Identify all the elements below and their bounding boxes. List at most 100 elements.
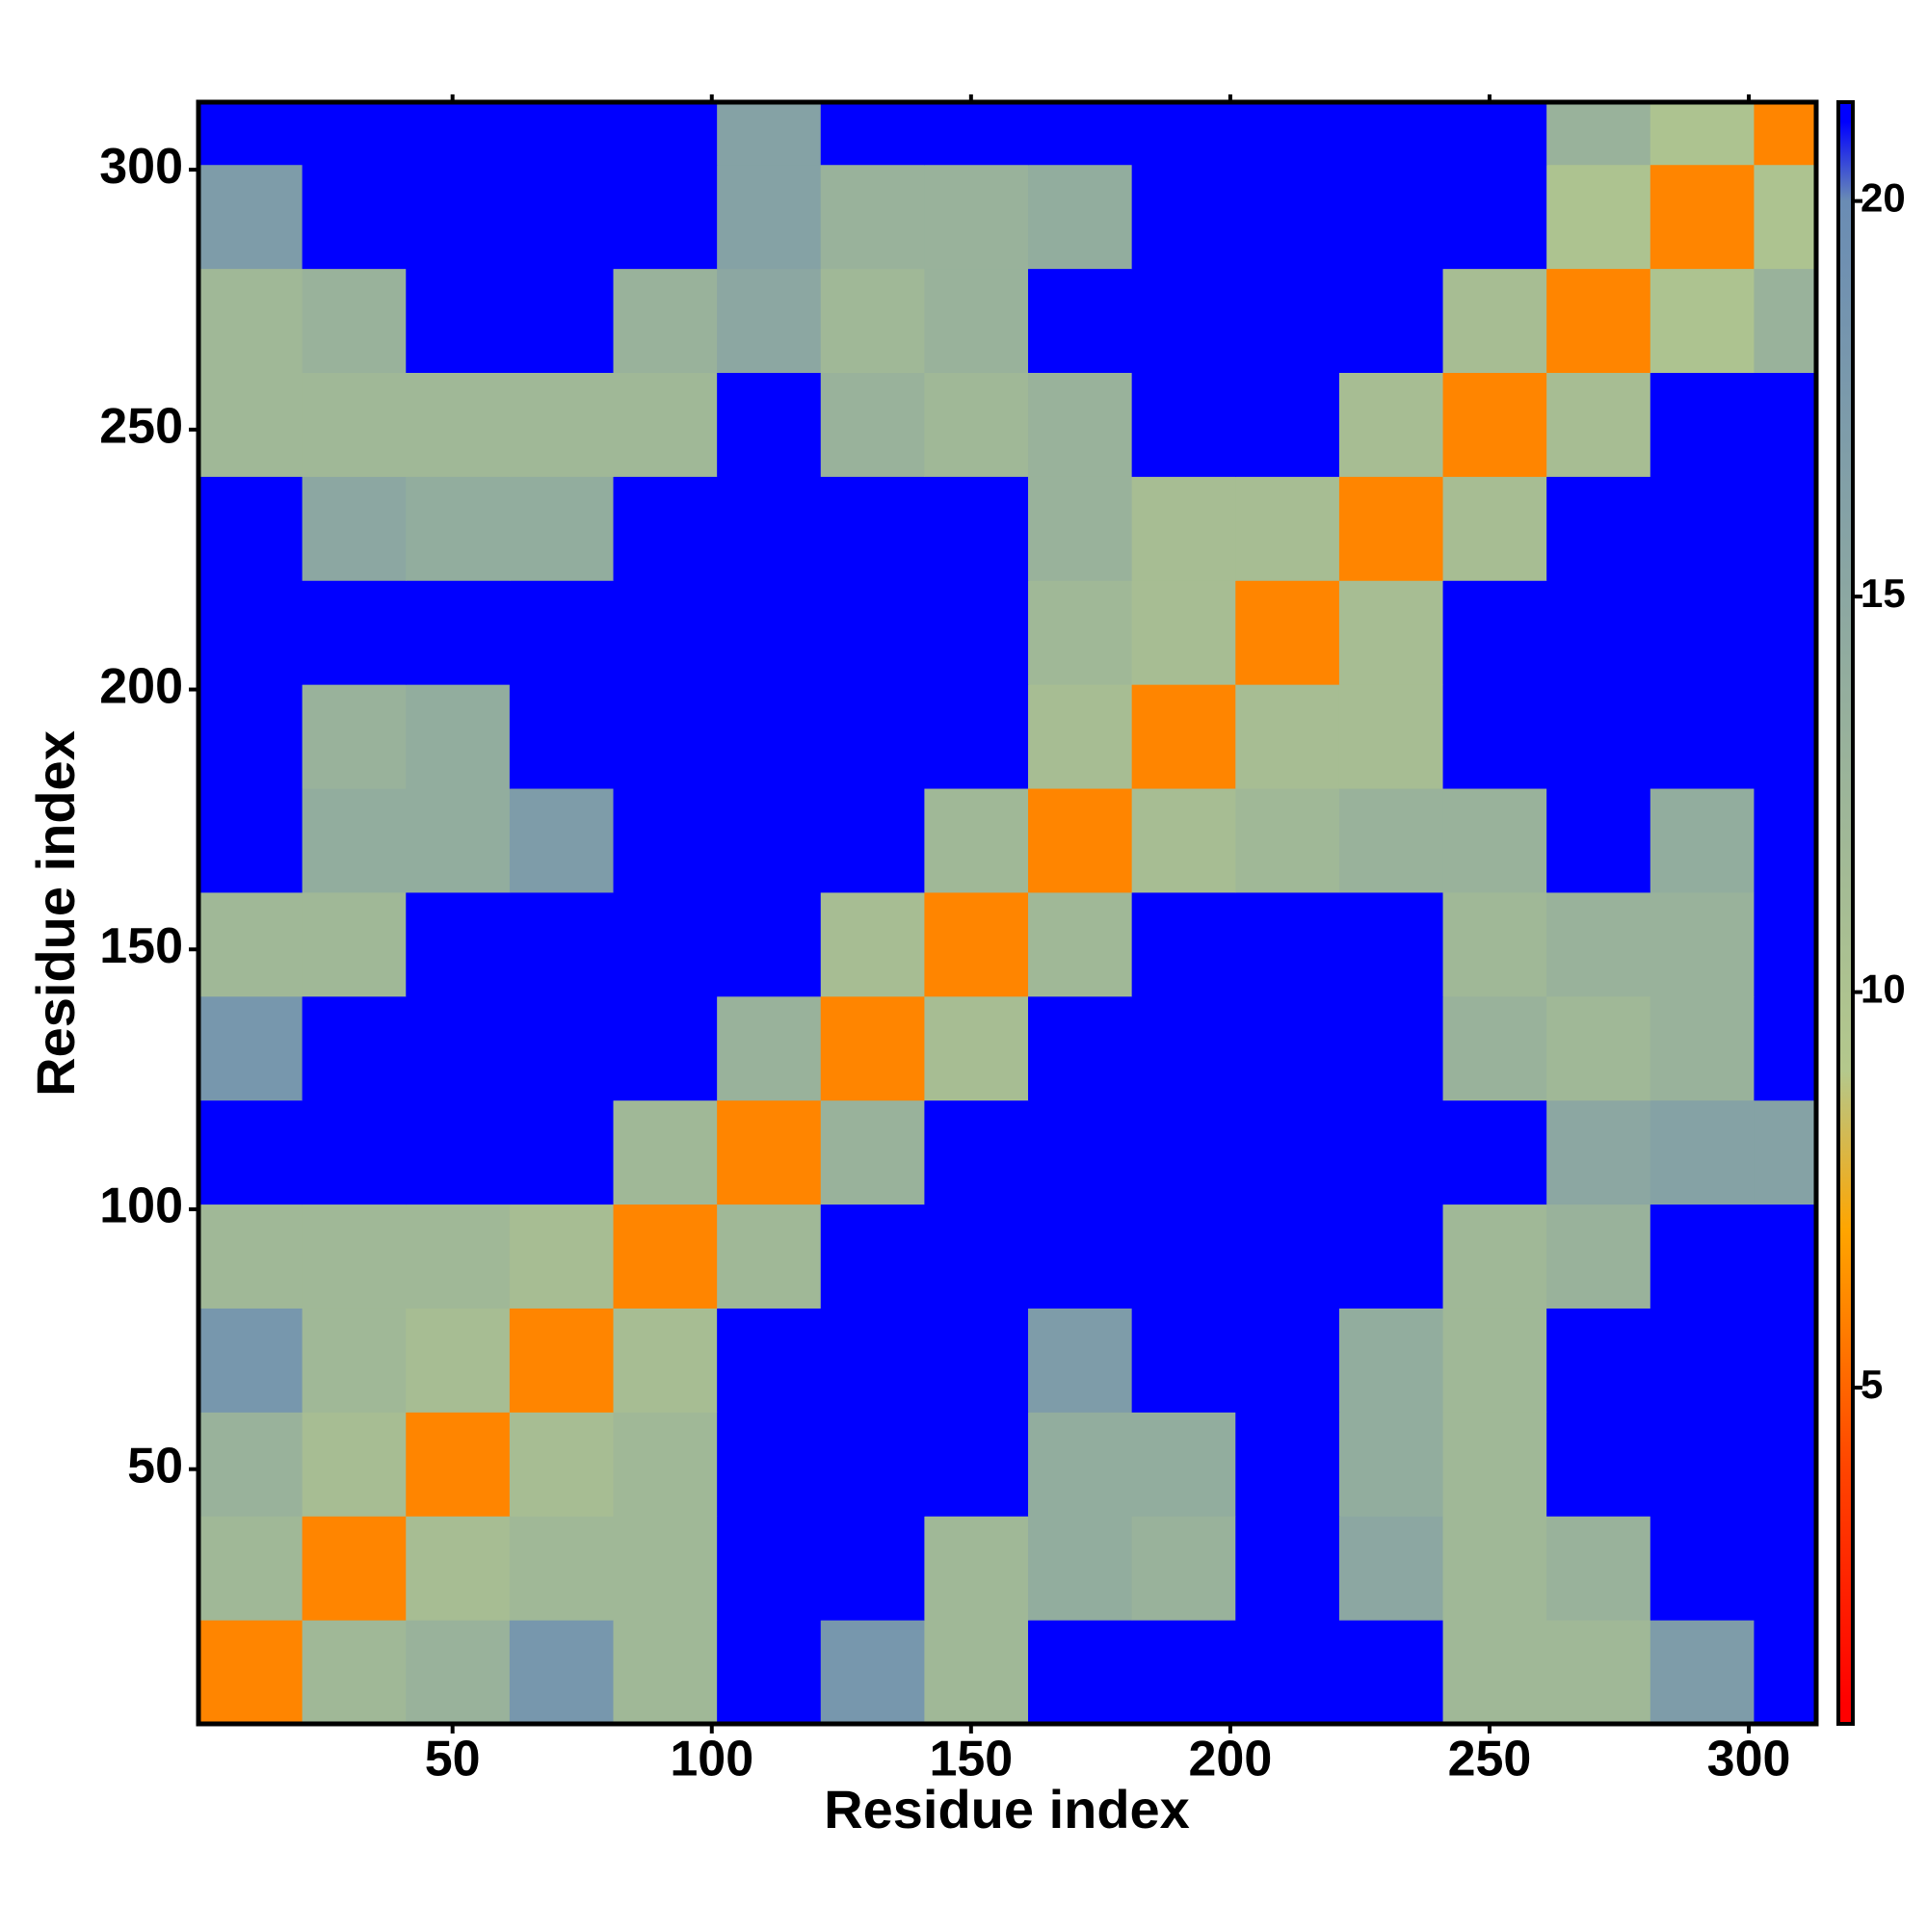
heatmap-cell [198, 1099, 304, 1205]
heatmap-cell [1442, 268, 1547, 373]
heatmap-cell [717, 1412, 822, 1517]
x-axis-label: Residue index [824, 1779, 1190, 1839]
heatmap-cell [1754, 1204, 1817, 1309]
heatmap-cell [1131, 164, 1236, 270]
heatmap-cell [406, 1620, 511, 1725]
heatmap-cell [198, 684, 304, 789]
heatmap-cell [302, 268, 407, 373]
heatmap-cell [1650, 891, 1755, 997]
heatmap-cell [820, 1516, 925, 1621]
heatmap-cell [924, 580, 1029, 685]
heatmap-cell [1754, 1412, 1817, 1517]
heatmap-cell [613, 1516, 718, 1621]
heatmap-cell [1235, 372, 1340, 477]
y-tick-label: 50 [127, 1438, 183, 1494]
heatmap-cell [1442, 476, 1547, 581]
heatmap-cell [1338, 268, 1444, 373]
heatmap-cell [1338, 102, 1444, 166]
heatmap-cell [1028, 268, 1133, 373]
heatmap-cell [1754, 372, 1817, 477]
heatmap-cell [1650, 580, 1755, 685]
y-tick-label: 250 [99, 399, 183, 455]
heatmap-cell [613, 102, 718, 166]
heatmap-cell [924, 1412, 1029, 1517]
heatmap-cell [924, 684, 1029, 789]
heatmap-cell [1338, 1099, 1444, 1205]
heatmap-cell [717, 1516, 822, 1621]
heatmap-cell [198, 995, 304, 1101]
heatmap-cell [1028, 1099, 1133, 1205]
heatmap-cell [924, 476, 1029, 581]
heatmap-cell [924, 268, 1029, 373]
heatmap-cell [820, 102, 925, 166]
heatmap-cell [509, 1099, 615, 1205]
heatmap-cell [1442, 1204, 1547, 1309]
heatmap-cell [613, 1620, 718, 1725]
heatmap-cell [820, 1620, 925, 1725]
heatmap-cell [613, 891, 718, 997]
heatmap-cell [1754, 476, 1817, 581]
heatmap-cell [1754, 580, 1817, 685]
heatmap-cell [1442, 1516, 1547, 1621]
heatmap-cell [302, 995, 407, 1101]
heatmap-cell [302, 788, 407, 893]
heatmap-cell [1650, 476, 1755, 581]
heatmap-cell [509, 995, 615, 1101]
heatmap-cell [509, 476, 615, 581]
x-tick-label: 250 [1448, 1732, 1532, 1787]
heatmap-cell [302, 1516, 407, 1621]
heatmap-cell [1028, 995, 1133, 1101]
heatmap-cell [613, 372, 718, 477]
heatmap-cell [302, 102, 407, 166]
heatmap-cell [1131, 1204, 1236, 1309]
heatmap-cell [717, 1620, 822, 1725]
heatmap-cell [1650, 1516, 1755, 1621]
heatmap-cell [1235, 1620, 1340, 1725]
heatmap-cell [1650, 164, 1755, 270]
x-tick-label: 150 [929, 1732, 1013, 1787]
y-tick-label: 150 [99, 918, 183, 974]
heatmap-cell [1754, 164, 1817, 270]
heatmap-cell [406, 372, 511, 477]
heatmap-cell [1028, 580, 1133, 685]
heatmap-cell [1546, 1308, 1651, 1413]
heatmap-cell [1754, 995, 1817, 1101]
heatmap-cell [302, 891, 407, 997]
heatmap-cell [820, 1412, 925, 1517]
heatmap-cell [1546, 1204, 1651, 1309]
heatmap-cell [406, 580, 511, 685]
heatmap-cell [1442, 788, 1547, 893]
colorbar [1836, 100, 1855, 1726]
heatmap-cell [1546, 1516, 1651, 1621]
heatmap-cell [406, 788, 511, 893]
heatmap-cell [1754, 684, 1817, 789]
heatmap-cell [302, 684, 407, 789]
heatmap-cell [1442, 684, 1547, 789]
heatmap-cell [1131, 268, 1236, 373]
heatmap-cell [717, 1204, 822, 1309]
heatmap-cell [509, 372, 615, 477]
heatmap-cell [613, 995, 718, 1101]
heatmap-cell [924, 1308, 1029, 1413]
heatmap-cell [1131, 1308, 1236, 1413]
heatmap-cell [1546, 995, 1651, 1101]
heatmap-cell [198, 268, 304, 373]
heatmap-cell [1650, 268, 1755, 373]
heatmap-cell [1338, 476, 1444, 581]
heatmap-cell [406, 268, 511, 373]
heatmap-cell [924, 1516, 1029, 1621]
heatmap-cell [1650, 995, 1755, 1101]
heatmap-cell [1131, 1099, 1236, 1205]
heatmap-cell [302, 476, 407, 581]
heatmap-cell [613, 1204, 718, 1309]
heatmap-cell [820, 995, 925, 1101]
heatmap-cell [717, 891, 822, 997]
heatmap [198, 102, 1817, 1725]
heatmap-cell [198, 1620, 304, 1725]
heatmap-cell [1028, 788, 1133, 893]
heatmap-cell [1235, 891, 1340, 997]
heatmap-cell [1650, 1412, 1755, 1517]
heatmap-cell [509, 1308, 615, 1413]
heatmap-cell [406, 1516, 511, 1621]
